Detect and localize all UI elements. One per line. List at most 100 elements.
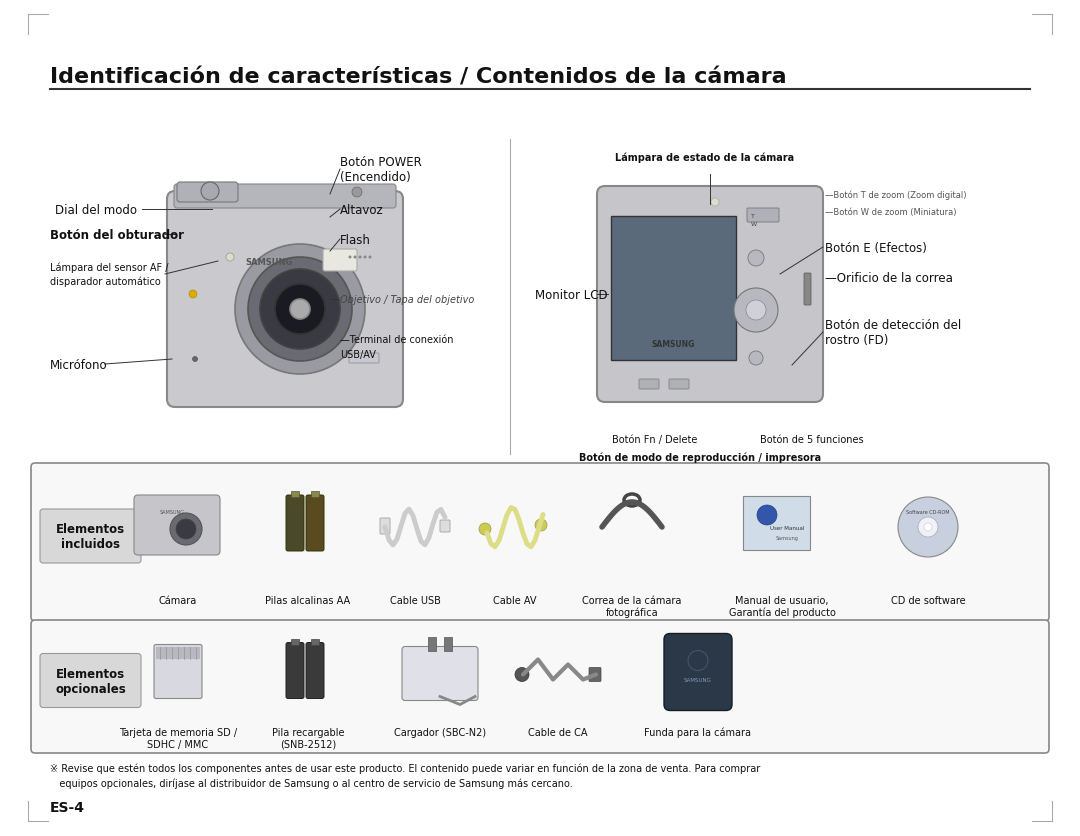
Bar [444,637,453,650]
Circle shape [535,519,546,532]
Circle shape [170,513,202,545]
Circle shape [352,188,362,198]
FancyBboxPatch shape [31,463,1049,621]
Text: USB/AV: USB/AV [340,349,376,359]
Text: Lámpara de estado de la cámara: Lámpara de estado de la cámara [615,152,794,163]
Text: CD de software: CD de software [891,595,966,605]
Text: Funda para la cámara: Funda para la cámara [645,727,752,737]
Text: Cable de CA: Cable de CA [528,727,588,737]
Text: Samsung: Samsung [775,535,798,540]
Circle shape [176,519,195,539]
Text: equipos opcionales, diríjase al distribuidor de Samsung o al centro de servicio : equipos opcionales, diríjase al distribu… [50,778,572,788]
FancyBboxPatch shape [174,185,396,209]
FancyBboxPatch shape [440,520,450,533]
FancyBboxPatch shape [747,209,779,222]
Text: Lámpara del sensor AF /: Lámpara del sensor AF / [50,263,168,273]
Text: W: W [751,222,757,227]
FancyBboxPatch shape [804,273,811,306]
Circle shape [711,199,719,206]
Text: Cable USB: Cable USB [390,595,441,605]
FancyBboxPatch shape [664,634,732,711]
FancyBboxPatch shape [589,668,600,681]
Circle shape [364,256,366,259]
Text: Elementos
opcionales: Elementos opcionales [55,666,126,695]
Circle shape [260,270,340,349]
FancyBboxPatch shape [402,647,478,701]
Circle shape [275,285,325,334]
FancyBboxPatch shape [323,250,357,272]
FancyBboxPatch shape [286,496,303,551]
Bar [291,492,299,497]
Text: User Manual: User Manual [770,525,805,530]
Text: ES-4: ES-4 [50,800,85,814]
Circle shape [748,251,764,267]
Text: Cámara: Cámara [159,595,198,605]
FancyBboxPatch shape [306,643,324,699]
Text: —Orificio de la correa: —Orificio de la correa [825,271,953,284]
Circle shape [189,291,197,298]
Circle shape [291,299,310,319]
Bar [291,639,299,645]
Text: —Terminal de conexión: —Terminal de conexión [340,334,454,344]
Circle shape [368,256,372,259]
Bar [311,492,319,497]
FancyBboxPatch shape [380,518,390,534]
FancyBboxPatch shape [134,496,220,555]
Circle shape [349,256,351,259]
Text: SAMSUNG: SAMSUNG [160,509,185,514]
Text: Dial del modo: Dial del modo [55,203,137,217]
Text: —Botón W de zoom (Miniatura): —Botón W de zoom (Miniatura) [825,207,957,217]
Text: Tarjeta de memoria SD /
SDHC / MMC: Tarjeta de memoria SD / SDHC / MMC [119,727,238,749]
Circle shape [515,668,529,681]
Circle shape [918,517,939,538]
Text: Botón del obturador: Botón del obturador [50,228,184,242]
FancyBboxPatch shape [40,654,141,707]
FancyBboxPatch shape [154,645,202,699]
Text: Monitor LCD: Monitor LCD [535,288,608,301]
FancyBboxPatch shape [639,380,659,390]
Circle shape [248,257,352,361]
Text: Botón de 5 funciones: Botón de 5 funciones [760,435,864,445]
Text: Software CD-ROM: Software CD-ROM [906,509,949,514]
Circle shape [734,288,778,333]
Text: Flash: Flash [340,233,370,247]
Text: Correa de la cámara
fotográfica: Correa de la cámara fotográfica [582,595,681,618]
FancyBboxPatch shape [306,496,324,551]
Text: rostro (FD): rostro (FD) [825,333,889,346]
FancyBboxPatch shape [177,183,238,203]
Circle shape [480,523,491,535]
Circle shape [201,183,219,201]
Text: disparador automático: disparador automático [50,277,161,287]
Text: Altavoz: Altavoz [340,203,383,217]
Circle shape [924,523,932,532]
Text: Micrófono: Micrófono [50,358,108,371]
Text: Botón E (Efectos): Botón E (Efectos) [825,242,927,254]
FancyBboxPatch shape [31,620,1049,753]
Text: ※ Revise que estén todos los componentes antes de usar este producto. El conteni: ※ Revise que estén todos los componentes… [50,762,760,772]
Bar [428,637,436,650]
FancyBboxPatch shape [349,354,379,364]
FancyBboxPatch shape [40,509,141,563]
Circle shape [750,352,762,365]
Text: Pilas alcalinas AA: Pilas alcalinas AA [266,595,351,605]
Text: Botón POWER: Botón POWER [340,155,422,168]
Text: T: T [751,213,755,218]
Text: Botón de detección del: Botón de detección del [825,319,961,331]
Circle shape [235,245,365,375]
FancyBboxPatch shape [286,643,303,699]
Text: SAMSUNG: SAMSUNG [245,257,293,266]
Text: Elementos
incluidos: Elementos incluidos [56,522,125,550]
Text: —Botón T de zoom (Zoom digital): —Botón T de zoom (Zoom digital) [825,190,967,200]
FancyBboxPatch shape [743,497,810,550]
Circle shape [226,253,234,262]
Circle shape [353,256,356,259]
Text: SAMSUNG: SAMSUNG [684,677,712,682]
FancyBboxPatch shape [597,186,823,402]
Circle shape [897,497,958,558]
Circle shape [757,506,777,525]
Circle shape [192,357,198,362]
Circle shape [746,301,766,321]
Text: Manual de usuario,
Garantía del producto: Manual de usuario, Garantía del producto [729,595,836,618]
Circle shape [359,256,362,259]
Bar [311,639,319,645]
